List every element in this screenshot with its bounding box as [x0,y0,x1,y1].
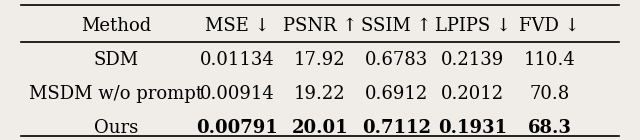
Text: 68.3: 68.3 [527,119,572,137]
Text: 0.6912: 0.6912 [365,85,428,103]
Text: 0.2139: 0.2139 [442,51,504,69]
Text: 0.6783: 0.6783 [365,51,428,69]
Text: Ours: Ours [94,119,138,137]
Text: 0.1931: 0.1931 [438,119,508,137]
Text: SSIM ↑: SSIM ↑ [361,17,432,35]
Text: 0.01134: 0.01134 [200,51,275,69]
Text: LPIPS ↓: LPIPS ↓ [435,17,511,35]
Text: PSNR ↑: PSNR ↑ [283,17,357,35]
Text: 70.8: 70.8 [529,85,570,103]
Text: SDM: SDM [93,51,139,69]
Text: 19.22: 19.22 [294,85,346,103]
Text: MSDM w/o prompt: MSDM w/o prompt [29,85,203,103]
Text: Method: Method [81,17,151,35]
Text: 0.7112: 0.7112 [362,119,431,137]
Text: 17.92: 17.92 [294,51,346,69]
Text: MSE ↓: MSE ↓ [205,17,269,35]
Text: 20.01: 20.01 [292,119,348,137]
Text: 0.00914: 0.00914 [200,85,275,103]
Text: 0.2012: 0.2012 [442,85,504,103]
Text: FVD ↓: FVD ↓ [519,17,580,35]
Text: 110.4: 110.4 [524,51,575,69]
Text: 0.00791: 0.00791 [196,119,278,137]
